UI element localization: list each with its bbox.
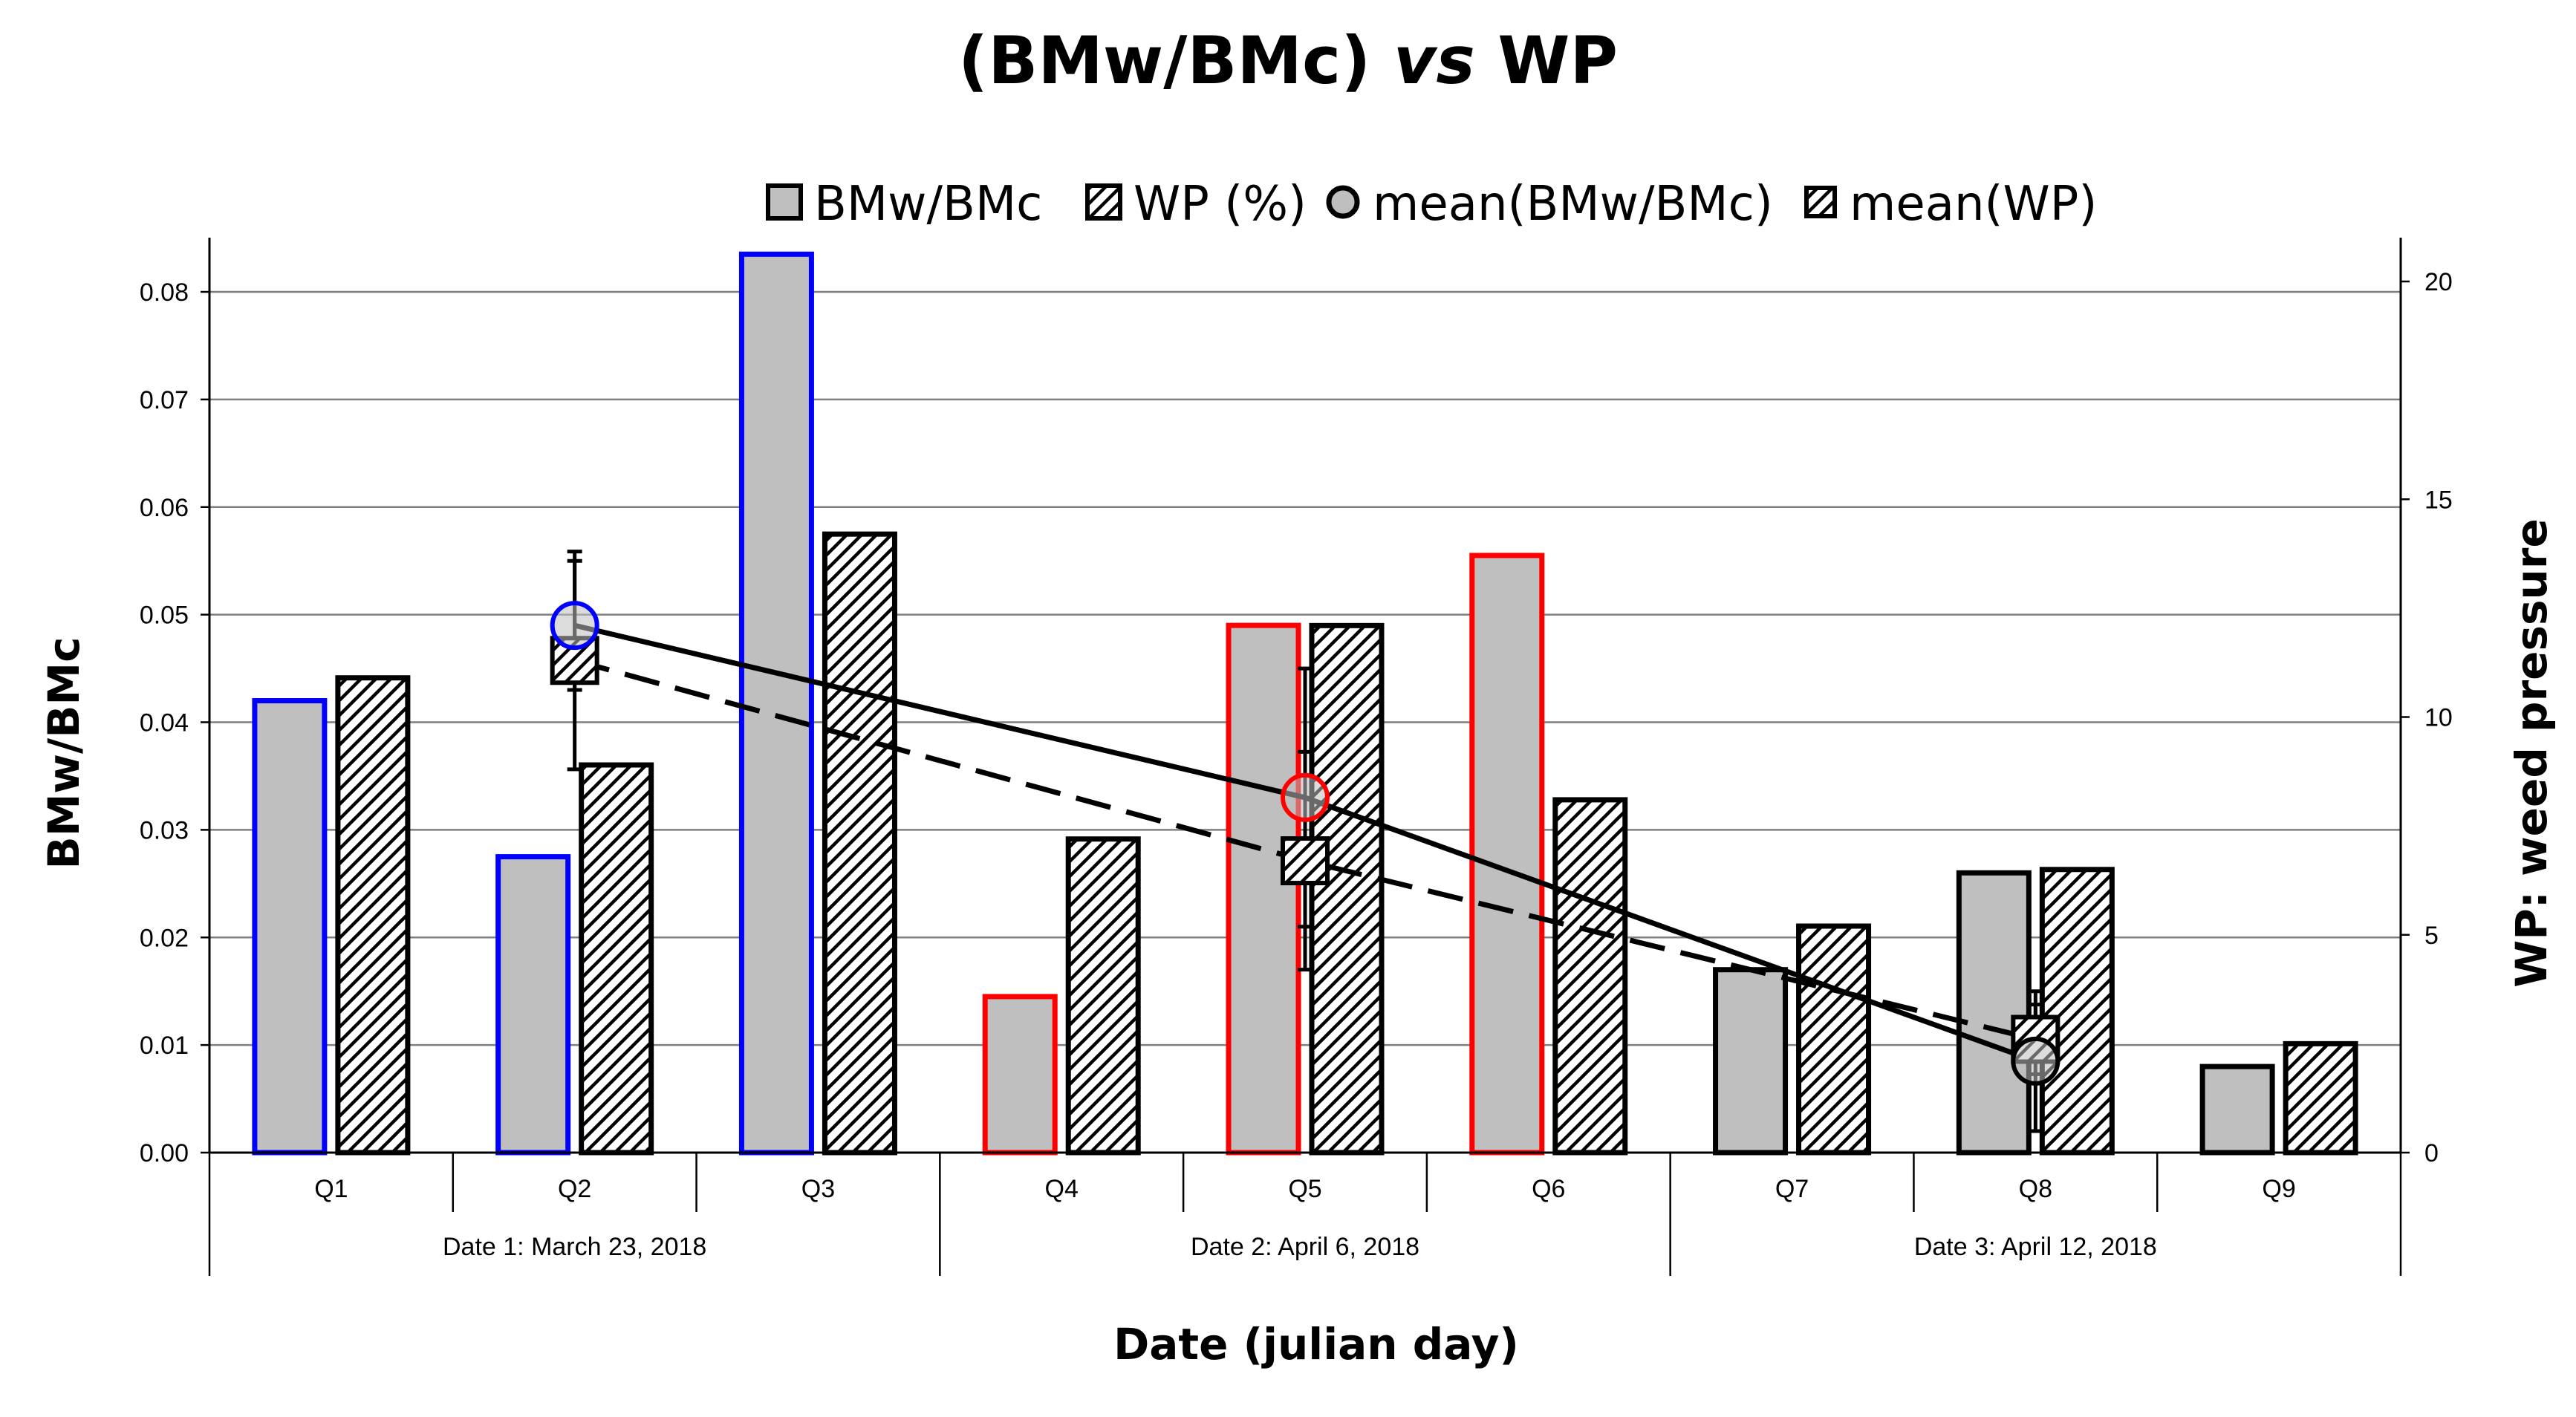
bar-wp-q3 [822, 531, 897, 1156]
marker-mean-bmw-bmc-q2 [550, 601, 599, 651]
group-label-date-1: Date 1: March 23, 2018 [443, 1233, 706, 1261]
left-tick-label: 0.01 [140, 1032, 189, 1060]
legend-item-mean-wp: mean(WP) [1804, 177, 2097, 232]
legend: BMw/BMc WP (%) mean(BMw/BMc) mean(WP) [766, 177, 2097, 232]
category-label-q2: Q2 [558, 1175, 591, 1203]
left-tick-label: 0.07 [140, 386, 189, 414]
x-axis-title: Date (julian day) [1113, 1319, 1519, 1369]
bar-bmw-bmc-q2 [495, 854, 571, 1156]
category-axis: Q1 Q2 Q3 Q4 Q5 Q6 Q7 Q8 Q9 Date 1: March 23, 2018… [208, 1153, 2402, 1276]
bar-bmw-bmc-q1 [252, 698, 328, 1156]
bar-wp-q2 [579, 762, 654, 1156]
chart-title-part-3: WP [1475, 22, 1618, 99]
left-tick-label: 0.02 [140, 924, 189, 952]
legend-swatch-circle [1326, 185, 1360, 219]
category-label-q4: Q4 [1045, 1175, 1079, 1203]
bar-bmw-bmc-q4 [982, 994, 1058, 1156]
category-label-q9: Q9 [2262, 1175, 2295, 1203]
axes [201, 238, 2410, 1154]
legend-label-mean-wp: mean(WP) [1850, 177, 2097, 232]
bar-wp-q5 [1309, 622, 1385, 1156]
category-label-q8: Q8 [2019, 1175, 2052, 1203]
right-tick-label: 5 [2424, 922, 2439, 950]
category-label-q5: Q5 [1288, 1175, 1321, 1203]
bar-bmw-bmc-q6 [1469, 553, 1545, 1156]
right-tick-label: 0 [2424, 1139, 2439, 1167]
bar-bmw-bmc-q5 [1226, 622, 1301, 1156]
legend-label-bmw-bmc: BMw/BMc [814, 177, 1042, 232]
legend-swatch-gray [766, 183, 803, 221]
left-tick-label: 0.06 [140, 494, 189, 522]
marker-mean-bmw-bmc-q8 [2011, 1036, 2061, 1086]
right-tick-label: 15 [2424, 486, 2453, 514]
right-tick-label: 20 [2424, 268, 2453, 296]
bar-bmw-bmc-q7 [1713, 967, 1789, 1156]
legend-label-wp: WP (%) [1133, 177, 1307, 232]
right-tick-label: 10 [2424, 704, 2453, 732]
bar-wp-q6 [1552, 797, 1628, 1156]
left-axis-title: BMw/BMc [39, 637, 89, 870]
tick-labels: 0.00 0.01 0.02 0.03 0.04 0.05 0.06 0.07 0.08 0 5 10… [140, 268, 2453, 1167]
right-axis-title: WP: weed pressure [2506, 518, 2557, 988]
mean-lines [550, 550, 2061, 1133]
left-tick-label: 0.00 [140, 1139, 189, 1167]
bar-wp-q8 [2039, 867, 2115, 1156]
legend-swatch-hatched [1085, 183, 1122, 221]
bar-bmw-bmc-q8 [1956, 870, 2032, 1156]
legend-item-mean-bmw-bmc: mean(BMw/BMc) [1326, 177, 1773, 232]
legend-swatch-hatched-square [1804, 186, 1837, 218]
bar-bmw-bmc-q3 [738, 251, 814, 1156]
left-tick-label: 0.05 [140, 602, 189, 630]
left-tick-label: 0.08 [140, 278, 189, 307]
legend-label-mean-bmw-bmc: mean(BMw/BMc) [1373, 177, 1773, 232]
category-label-q1: Q1 [314, 1175, 348, 1203]
category-label-q6: Q6 [1532, 1175, 1565, 1203]
group-label-date-3: Date 3: April 12, 2018 [1914, 1233, 2157, 1261]
group-label-date-2: Date 2: April 6, 2018 [1191, 1233, 1419, 1261]
bar-bmw-bmc-q9 [2199, 1063, 2275, 1156]
category-label-q7: Q7 [1775, 1175, 1809, 1203]
chart-title-part-1: (BMw/BMc) [958, 22, 1393, 99]
bar-wp-q7 [1796, 923, 1872, 1156]
chart-title: (BMw/BMc) vs WP [958, 22, 1618, 99]
legend-item-bmw-bmc: BMw/BMc [766, 177, 1042, 232]
left-tick-label: 0.04 [140, 709, 189, 737]
marker-mean-wp-q5 [1281, 836, 1330, 886]
category-label-q3: Q3 [801, 1175, 835, 1203]
marker-mean-bmw-bmc-q5 [1281, 772, 1330, 822]
chart-title-vs: vs [1393, 22, 1475, 99]
bars [252, 251, 2358, 1156]
legend-item-wp: WP (%) [1085, 177, 1307, 232]
bar-wp-q4 [1065, 836, 1141, 1156]
left-tick-label: 0.03 [140, 816, 189, 844]
bar-wp-q1 [335, 675, 411, 1156]
bar-wp-q9 [2283, 1040, 2358, 1156]
